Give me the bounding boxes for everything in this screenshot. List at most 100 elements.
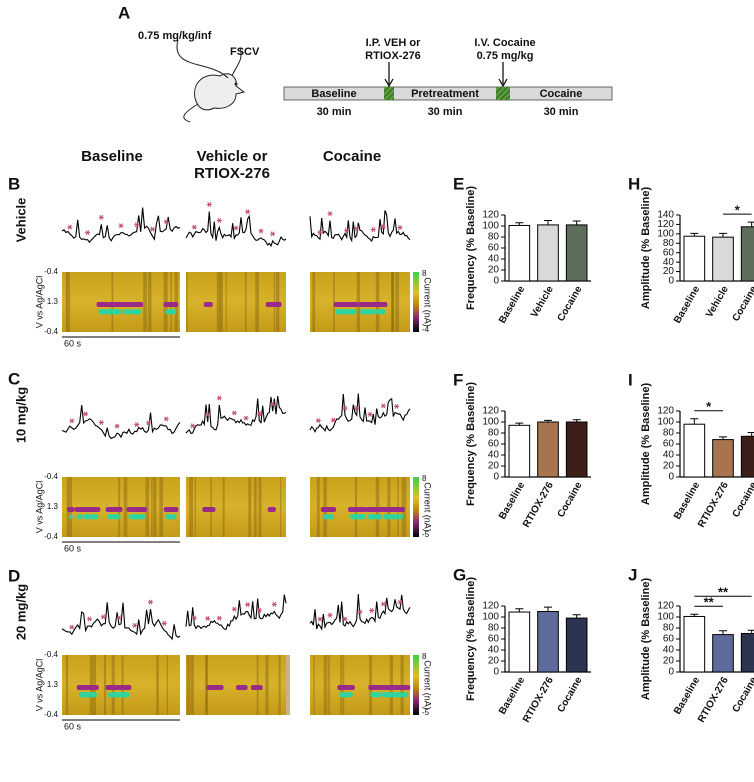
event-marker (243, 415, 249, 421)
color-plot-band (107, 514, 121, 520)
row-label: 20 mg/kg (13, 584, 28, 640)
color-plot-band (337, 685, 345, 690)
color-plot-stripe (316, 477, 320, 537)
color-plot-stripe (145, 477, 149, 537)
event-marker (69, 624, 75, 630)
event-marker (245, 209, 251, 215)
color-plot-stripe (186, 272, 188, 332)
event-marker (118, 223, 124, 229)
panel-letter: B (8, 174, 20, 193)
event-marker (191, 224, 197, 230)
bar (537, 224, 559, 282)
event-marker (256, 411, 262, 417)
color-plot-band (68, 514, 73, 520)
color-plot-stripe (333, 272, 335, 332)
y-axis-label: Amplitude (% Baseline) (640, 383, 652, 506)
color-plot-band (322, 514, 327, 520)
color-plot-band (343, 692, 353, 698)
color-plot-band (83, 514, 99, 520)
event-marker (233, 225, 239, 231)
color-plot-stripe (222, 477, 225, 537)
event-marker (344, 227, 350, 233)
color-plot-stripe (189, 477, 193, 537)
fscv-trace (185, 396, 287, 435)
event-marker (190, 423, 196, 429)
significance-label: ** (718, 585, 729, 600)
color-plot-band (350, 514, 366, 520)
x-tick-label: Baseline (672, 284, 702, 326)
event-marker (231, 606, 237, 612)
event-marker (87, 616, 93, 622)
potential-label: V vs Ag/AgCl (34, 276, 44, 329)
potential-tick: 1.3 (47, 297, 59, 306)
x-tick-label: Baseline (497, 480, 527, 522)
event-marker (149, 226, 155, 232)
event-marker (216, 615, 222, 621)
color-plot-stripe (405, 477, 407, 537)
event-marker (397, 224, 403, 230)
error-bar (544, 419, 552, 422)
y-tick-label: 100 (482, 417, 499, 428)
event-marker (83, 411, 89, 417)
event-marker (357, 609, 363, 615)
potential-label: V vs Ag/AgCl (34, 659, 44, 712)
error-bar (544, 220, 552, 225)
bar (712, 236, 734, 282)
event-marker (231, 410, 237, 416)
potential-tick: -0.4 (44, 267, 58, 276)
potential-tick: -0.4 (44, 710, 58, 719)
color-plot-stripe (255, 272, 259, 332)
color-plot-stripe (66, 477, 71, 537)
bar (740, 226, 754, 282)
color-plot-stripe (194, 477, 196, 537)
bar (537, 611, 559, 673)
colorbar (413, 477, 419, 537)
fscv-trace (309, 594, 411, 631)
y-axis-label: Frequency (% Baseline) (465, 186, 477, 310)
event-marker (67, 224, 73, 230)
color-plot-band (334, 302, 349, 307)
y-tick-label: 0 (493, 667, 499, 678)
x-tick-label: Cocaine (556, 675, 585, 715)
color-plot-stripe (265, 655, 269, 715)
event-marker (397, 599, 403, 605)
color-plot-stripe (253, 477, 257, 537)
phase-duration: 30 min (544, 106, 579, 118)
bar (537, 421, 559, 478)
color-plot-stripe (65, 655, 69, 715)
color-plot-band (76, 514, 83, 520)
phase-label: Cocaine (540, 88, 583, 100)
event-marker (317, 229, 323, 235)
y-tick-label: 0 (493, 472, 499, 483)
y-tick-label: 40 (488, 645, 500, 656)
color-plot-band (375, 302, 386, 307)
panel-letter: F (453, 370, 463, 389)
color-plot-stripe (356, 272, 361, 332)
event-marker (100, 614, 106, 620)
bar (712, 439, 734, 478)
x-tick-label: Vehicle (529, 284, 556, 320)
color-plot-band (339, 692, 343, 698)
event-marker (256, 607, 262, 613)
color-plot-stripe (143, 272, 147, 332)
fscv-trace (61, 405, 181, 440)
y-axis-label: Amplitude (% Baseline) (640, 187, 652, 310)
y-tick-label: 20 (488, 656, 500, 667)
error-bar (572, 220, 581, 225)
error-bar (690, 418, 699, 425)
panel-letter: I (628, 370, 633, 389)
color-plot-band (392, 692, 409, 698)
color-plot-stripe (401, 477, 405, 537)
y-axis-label: Frequency (% Baseline) (465, 382, 477, 506)
color-plot-band (388, 514, 403, 520)
potential-tick: 1.3 (47, 680, 59, 689)
significance-label: * (735, 203, 741, 218)
panel-letter: A (118, 3, 130, 22)
y-tick-label: 140 (657, 210, 674, 221)
panel-letter: J (628, 565, 637, 584)
x-tick-label: Baseline (672, 480, 702, 522)
event-marker (370, 227, 376, 233)
event-marker (205, 616, 211, 622)
color-plot-band (163, 302, 179, 307)
